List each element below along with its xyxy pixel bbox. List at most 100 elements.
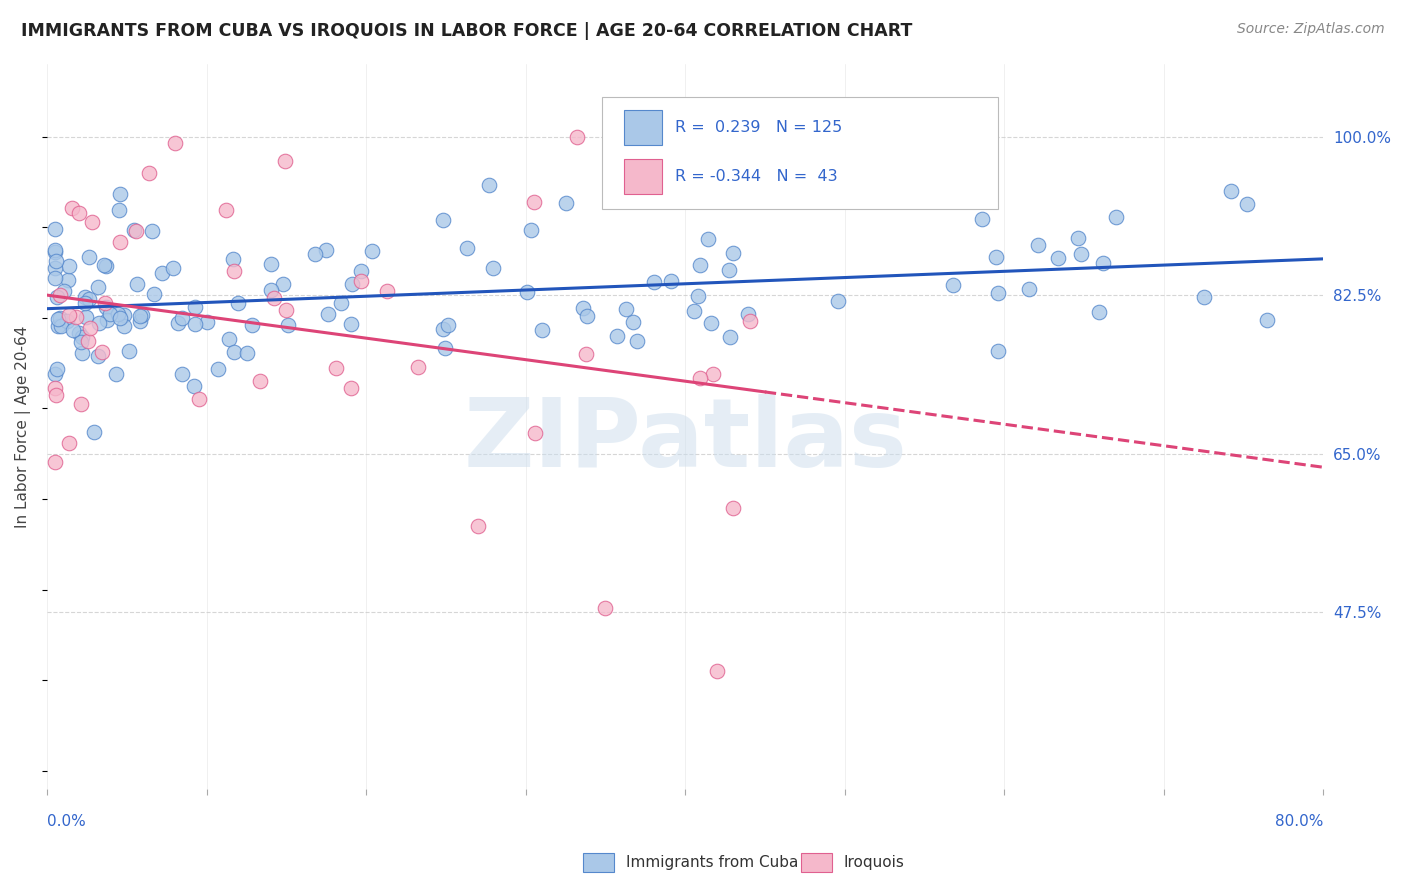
Point bbox=[330, 295, 353, 310]
Point bbox=[58, 272, 80, 286]
Point bbox=[350, 264, 373, 278]
Point bbox=[1026, 238, 1049, 252]
Point bbox=[62, 202, 84, 216]
Point bbox=[67, 326, 90, 341]
Point bbox=[75, 310, 97, 325]
Point bbox=[222, 345, 245, 359]
Point bbox=[79, 321, 101, 335]
Point bbox=[626, 334, 648, 348]
FancyBboxPatch shape bbox=[624, 159, 662, 194]
Point bbox=[260, 283, 283, 297]
Text: Immigrants from Cuba: Immigrants from Cuba bbox=[626, 855, 799, 870]
Point bbox=[456, 241, 478, 255]
Point bbox=[218, 332, 240, 346]
Point bbox=[58, 436, 80, 450]
Point bbox=[723, 501, 745, 516]
Text: R =  0.239   N = 125: R = 0.239 N = 125 bbox=[675, 120, 842, 136]
Point bbox=[1066, 231, 1088, 245]
Point bbox=[128, 309, 150, 323]
Point bbox=[249, 374, 271, 388]
Point bbox=[1092, 256, 1115, 270]
Point bbox=[699, 316, 721, 330]
Point bbox=[567, 129, 589, 144]
Point bbox=[70, 397, 93, 411]
Point bbox=[277, 318, 299, 332]
Point bbox=[77, 292, 100, 306]
Point bbox=[195, 315, 218, 329]
Point bbox=[143, 286, 166, 301]
Point bbox=[118, 343, 141, 358]
Point bbox=[228, 296, 250, 310]
Point bbox=[124, 223, 146, 237]
Point bbox=[67, 206, 90, 220]
Point bbox=[432, 212, 454, 227]
Point bbox=[987, 344, 1010, 359]
Point bbox=[44, 260, 66, 275]
Text: Iroquois: Iroquois bbox=[844, 855, 904, 870]
Point bbox=[235, 345, 257, 359]
Point bbox=[531, 323, 554, 337]
Point bbox=[740, 314, 762, 328]
Point bbox=[1236, 196, 1258, 211]
Point bbox=[91, 345, 114, 359]
Point bbox=[58, 308, 80, 322]
Point bbox=[150, 267, 173, 281]
Point bbox=[1088, 305, 1111, 319]
Point bbox=[86, 349, 108, 363]
Point bbox=[207, 361, 229, 376]
Point bbox=[1105, 211, 1128, 225]
Point bbox=[46, 319, 69, 334]
Point bbox=[432, 321, 454, 335]
Text: Source: ZipAtlas.com: Source: ZipAtlas.com bbox=[1237, 22, 1385, 37]
Point bbox=[184, 317, 207, 331]
Point bbox=[689, 371, 711, 385]
Point bbox=[467, 519, 489, 533]
Point bbox=[112, 308, 135, 322]
Point bbox=[79, 250, 101, 264]
Point bbox=[304, 247, 326, 261]
Text: R = -0.344   N =  43: R = -0.344 N = 43 bbox=[675, 169, 838, 184]
Point bbox=[325, 361, 347, 376]
Point bbox=[45, 254, 67, 268]
Y-axis label: In Labor Force | Age 20-64: In Labor Force | Age 20-64 bbox=[15, 326, 31, 528]
Point bbox=[621, 315, 644, 329]
Point bbox=[108, 187, 131, 202]
Point bbox=[717, 263, 740, 277]
Point bbox=[94, 259, 117, 273]
Point bbox=[46, 361, 69, 376]
Point bbox=[70, 345, 93, 359]
Point bbox=[82, 215, 104, 229]
Point bbox=[276, 302, 298, 317]
Point bbox=[44, 381, 66, 395]
Point bbox=[166, 316, 188, 330]
Point bbox=[188, 392, 211, 407]
Point bbox=[73, 296, 96, 310]
Point bbox=[89, 316, 111, 330]
Point bbox=[44, 455, 66, 469]
Point bbox=[131, 308, 153, 322]
Point bbox=[737, 307, 759, 321]
Point bbox=[478, 178, 501, 193]
Point bbox=[523, 194, 546, 209]
Point bbox=[1194, 290, 1216, 304]
Point bbox=[73, 290, 96, 304]
Point bbox=[105, 367, 128, 381]
Point bbox=[58, 259, 80, 273]
Point bbox=[575, 310, 598, 324]
Point bbox=[970, 212, 993, 227]
Point bbox=[44, 222, 66, 236]
Point bbox=[107, 307, 129, 321]
Point bbox=[315, 244, 337, 258]
Point bbox=[86, 279, 108, 293]
Point bbox=[183, 378, 205, 392]
Point bbox=[271, 277, 294, 291]
Point bbox=[49, 319, 72, 334]
Point bbox=[165, 136, 187, 150]
Point bbox=[523, 425, 546, 440]
Point bbox=[516, 285, 538, 299]
Point bbox=[141, 224, 163, 238]
Point bbox=[240, 318, 263, 333]
Point bbox=[44, 245, 66, 260]
Point bbox=[721, 246, 744, 260]
Point bbox=[108, 235, 131, 249]
